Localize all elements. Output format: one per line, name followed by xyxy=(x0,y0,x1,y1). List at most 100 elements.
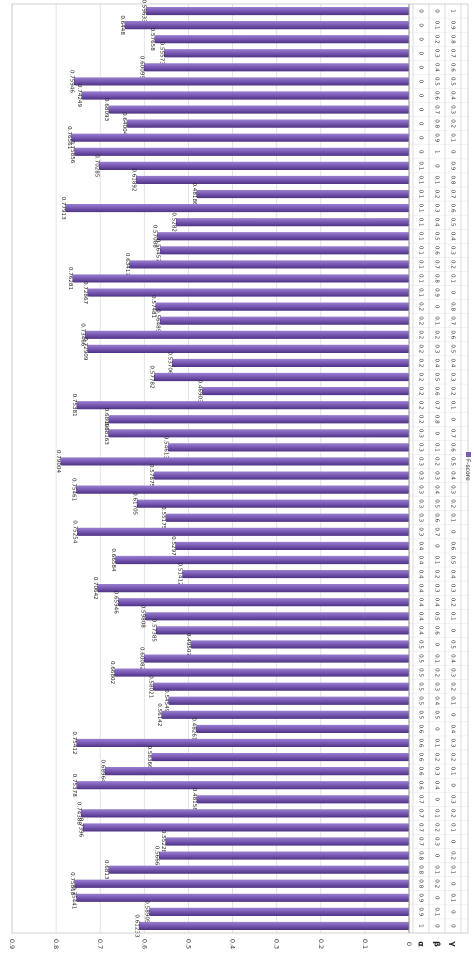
bar xyxy=(72,274,409,283)
table-cell: 0.3 xyxy=(450,485,456,494)
table-cell: 0.2 xyxy=(450,753,456,762)
table-cell: 0.5 xyxy=(434,77,440,86)
table-cell: 0 xyxy=(418,136,424,140)
bar xyxy=(74,147,410,156)
data-label: 0.57875 xyxy=(148,464,154,488)
table-cell: 0.1 xyxy=(418,246,424,255)
table-cell: 0 xyxy=(418,9,424,13)
table-cell: 0 xyxy=(418,51,424,55)
table-cell: 1 xyxy=(450,9,456,13)
table-cell: 0.4 xyxy=(418,584,424,593)
data-label: 0.73466 xyxy=(79,323,85,347)
table-cell: 0.1 xyxy=(450,823,456,832)
table-cell: 0.2 xyxy=(418,387,424,396)
bar xyxy=(129,260,409,269)
table-cell: 0.2 xyxy=(434,823,440,832)
table-cell: 0.3 xyxy=(450,795,456,804)
table-cell: 0.5 xyxy=(434,499,440,508)
table-cell: 0.3 xyxy=(434,767,440,776)
table-cell: 0.3 xyxy=(418,527,424,536)
table-cell: 0 xyxy=(450,924,456,928)
data-label: 0.70285 xyxy=(93,154,99,178)
table-cell: 0.4 xyxy=(418,626,424,635)
table-cell: 0.4 xyxy=(418,570,424,579)
table-cell: 0.1 xyxy=(434,809,440,818)
data-label: 0.56489 xyxy=(154,309,160,333)
table-cell: 0.5 xyxy=(450,344,456,353)
table-cell: 0.6 xyxy=(418,753,424,762)
table-cell: 0.6 xyxy=(450,443,456,452)
bar xyxy=(196,795,409,804)
table-cell: 0 xyxy=(450,840,456,844)
table-cell: 0.5 xyxy=(434,710,440,719)
table-cell: 0.2 xyxy=(418,302,424,311)
bar xyxy=(74,879,409,888)
table-cell: 0.3 xyxy=(434,204,440,213)
bar xyxy=(124,21,409,30)
bar xyxy=(196,724,409,733)
table-cell: 1 xyxy=(434,150,440,154)
data-label: 0.57088 xyxy=(152,225,158,249)
data-label: 0.66802 xyxy=(109,661,115,684)
table-cell: 0.1 xyxy=(434,21,440,30)
table-cell: 0.1 xyxy=(418,218,424,227)
value-tick-label: 0.6 xyxy=(140,939,148,949)
table-cell: 0.6 xyxy=(418,767,424,776)
table-cell: 0.1 xyxy=(434,316,440,325)
table-cell: 0.3 xyxy=(434,471,440,480)
table-cell: 0.1 xyxy=(418,274,424,283)
bar xyxy=(82,823,410,832)
table-cell: 0.4 xyxy=(450,358,456,367)
bar xyxy=(135,175,409,185)
table-cell: 0.3 xyxy=(434,682,440,691)
table-cell: 0.2 xyxy=(434,570,440,579)
bar xyxy=(65,204,409,213)
table-cell: 0 xyxy=(418,66,424,70)
table-cell: 0.2 xyxy=(450,598,456,607)
table-cell: 0.7 xyxy=(418,823,424,832)
table-cell: 0 xyxy=(434,924,440,928)
table-cell: 0.4 xyxy=(434,63,440,72)
table-cell: 0 xyxy=(450,783,456,787)
data-label: 0.46903 xyxy=(197,380,203,404)
data-label: 0.48158 xyxy=(191,788,197,812)
table-cell: 0.7 xyxy=(418,795,424,804)
table-cell: 0 xyxy=(434,544,440,548)
table-cell: 0.2 xyxy=(418,316,424,325)
bar xyxy=(143,63,409,72)
table-cell: 0 xyxy=(418,80,424,84)
data-label: 0.56457 xyxy=(154,239,160,263)
table-row-header: β xyxy=(433,941,442,947)
data-label: 0.68163 xyxy=(103,422,109,446)
table-cell: 0.1 xyxy=(450,767,456,776)
table-cell: 0.1 xyxy=(418,175,424,184)
table-cell: 0.3 xyxy=(450,739,456,748)
data-label: 0.74249 xyxy=(76,84,82,108)
table-cell: 0.3 xyxy=(434,49,440,58)
table-cell: 0 xyxy=(434,896,440,900)
table-cell: 0.1 xyxy=(450,274,456,283)
table-cell: 0.2 xyxy=(434,35,440,44)
table-cell: 0.8 xyxy=(418,851,424,860)
data-label: 0.48186 xyxy=(191,182,197,206)
value-tick-label: 0.4 xyxy=(229,939,237,949)
table-cell: 0.9 xyxy=(434,288,440,297)
data-label: 0.60099 xyxy=(138,56,144,80)
table-cell: 0 xyxy=(450,150,456,154)
data-label: 0.53706 xyxy=(167,351,173,375)
bar xyxy=(76,893,409,902)
table-cell: 0.1 xyxy=(450,513,456,522)
table-cell: 0.3 xyxy=(434,584,440,593)
data-label: 0.51412 xyxy=(177,562,183,585)
data-label: 0.75381 xyxy=(71,394,77,418)
table-cell: 0.3 xyxy=(418,513,424,522)
table-cell: 0.4 xyxy=(418,556,424,565)
value-tick-label: 0.7 xyxy=(96,939,104,949)
table-cell: 0.5 xyxy=(434,373,440,382)
table-cell: 0 xyxy=(418,108,424,112)
table-cell: 0 xyxy=(418,122,424,126)
bar xyxy=(114,668,410,677)
table-cell: 0.2 xyxy=(418,373,424,382)
table-cell: 0.5 xyxy=(450,457,456,466)
table-cell: 0.2 xyxy=(418,358,424,367)
